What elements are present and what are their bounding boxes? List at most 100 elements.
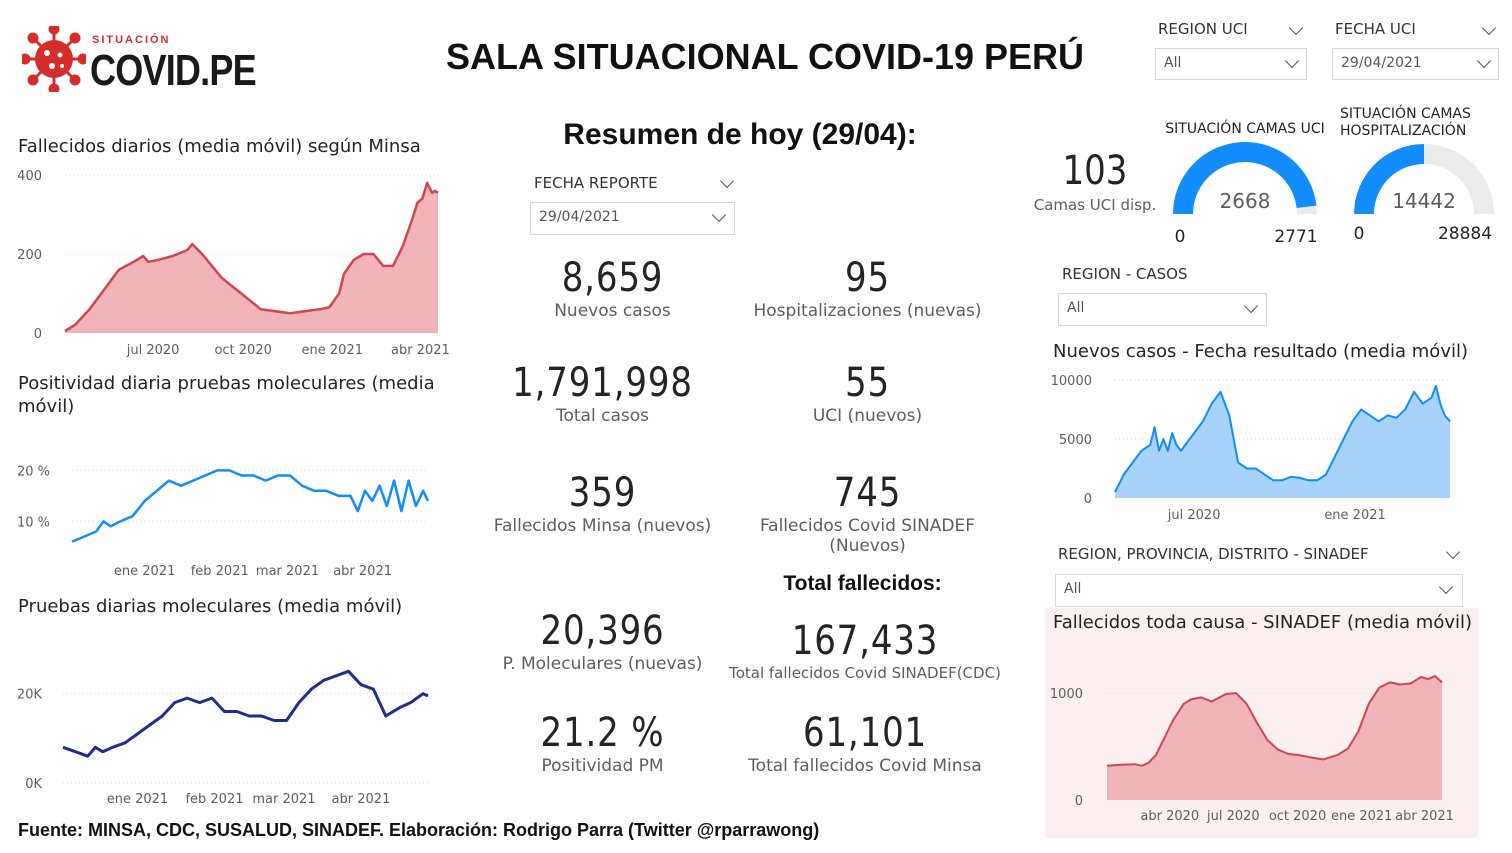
positivity-chart[interactable]: 20 % 10 % ene 2021 feb 2021 mar 2021 abr 2021 bbox=[0, 445, 460, 580]
tests-chart-title: Pruebas diarias moleculares (media móvil… bbox=[18, 596, 403, 617]
kpi-label: Total fallecidos Covid SINADEF(CDC) bbox=[729, 664, 1001, 682]
gauge-min-label: 0 bbox=[1175, 227, 1186, 247]
y-tick-label: 400 bbox=[17, 169, 42, 184]
kpi-label: Nuevos casos bbox=[554, 301, 671, 321]
kpi-card: 1,791,998 Total casos bbox=[490, 360, 715, 426]
chevron-down-icon bbox=[1438, 579, 1454, 595]
kpi-value: 8,659 bbox=[561, 255, 664, 301]
y-tick-label: 20K bbox=[17, 688, 43, 703]
x-tick-label: oct 2020 bbox=[1269, 809, 1326, 824]
series-line bbox=[1106, 675, 1443, 767]
region-sinadef-dropdown[interactable]: All bbox=[1055, 574, 1463, 607]
kpi-card: 359 Fallecidos Minsa (nuevos) bbox=[490, 470, 715, 536]
fecha-reporte-dropdown[interactable]: 29/04/2021 bbox=[530, 202, 735, 235]
kpi-card: 8,659 Nuevos casos bbox=[505, 255, 720, 321]
y-tick-label: 10 % bbox=[17, 515, 50, 530]
gauge-min-label: 0 bbox=[1354, 224, 1365, 244]
x-tick-label: ene 2021 bbox=[302, 343, 363, 358]
uci-available-label: Camas UCI disp. bbox=[1033, 196, 1157, 214]
kpi-card: 95 Hospitalizaciones (nuevas) bbox=[740, 255, 995, 321]
x-tick-label: ene 2021 bbox=[1331, 809, 1392, 824]
kpi-card: 745 Fallecidos Covid SINADEF (Nuevos) bbox=[725, 470, 1010, 556]
series-line bbox=[64, 181, 439, 333]
footer-source: Fuente: MINSA, CDC, SUSALUD, SINADEF. El… bbox=[18, 820, 820, 840]
fecha-reporte-slicer[interactable]: FECHA REPORTE 29/04/2021 bbox=[530, 170, 740, 236]
kpi-value: 55 bbox=[845, 360, 890, 406]
kpi-label: Hospitalizaciones (nuevas) bbox=[753, 301, 982, 321]
x-tick-label: abr 2021 bbox=[332, 792, 391, 807]
gauge-hosp-title-line2: HOSPITALIZACIÓN bbox=[1340, 123, 1467, 139]
y-tick-label: 10000 bbox=[1051, 374, 1092, 389]
kpi-value: 20,396 bbox=[540, 608, 665, 654]
x-tick-label: ene 2021 bbox=[114, 564, 175, 579]
slicer-label: REGION, PROVINCIA, DISTRITO - SINADEF bbox=[1058, 545, 1369, 563]
kpi-label: Total casos bbox=[556, 406, 649, 426]
chevron-down-icon bbox=[1284, 53, 1300, 69]
fecha-uci-dropdown[interactable]: 29/04/2021 bbox=[1332, 48, 1499, 80]
slicer-label: REGION - CASOS bbox=[1062, 265, 1188, 283]
series-area bbox=[1107, 676, 1442, 800]
x-tick-label: feb 2021 bbox=[191, 564, 249, 579]
dropdown-value: All bbox=[1164, 55, 1182, 71]
sinadef-chart[interactable]: 1000 0 abr 2020 jul 2020 oct 2020 ene 2021 abr… bbox=[1045, 640, 1478, 835]
page-title: SALA SITUACIONAL COVID-19 PERÚ bbox=[445, 36, 1085, 77]
y-tick-label: 0K bbox=[25, 777, 42, 792]
y-tick-label: 0 bbox=[34, 327, 42, 342]
sinadef-chart-title: Fallecidos toda causa - SINADEF (media m… bbox=[1053, 612, 1473, 633]
region-uci-slicer[interactable]: REGION UCI All bbox=[1155, 18, 1310, 83]
chevron-down-icon[interactable] bbox=[1288, 20, 1304, 36]
x-tick-label: mar 2021 bbox=[256, 564, 319, 579]
dropdown-value: All bbox=[1064, 581, 1082, 597]
kpi-value: 1,791,998 bbox=[512, 360, 693, 406]
kpi-label: Positividad PM bbox=[541, 756, 664, 776]
gauge-uci[interactable]: 2668 0 2771 bbox=[1160, 140, 1335, 250]
kpi-card: 55 UCI (nuevos) bbox=[740, 360, 995, 426]
region-casos-slicer[interactable]: REGION - CASOS All bbox=[1058, 263, 1270, 327]
chevron-down-icon[interactable] bbox=[719, 173, 735, 189]
kpi-value: 359 bbox=[568, 470, 637, 516]
dropdown-value: 29/04/2021 bbox=[539, 209, 620, 225]
region-uci-dropdown[interactable]: All bbox=[1155, 48, 1307, 80]
gauge-fill bbox=[1354, 144, 1424, 214]
kpi-value: 61,101 bbox=[802, 710, 928, 756]
gauge-uci-title: SITUACIÓN CAMAS UCI bbox=[1165, 121, 1325, 137]
brand-small-text: SITUACIÓN bbox=[92, 34, 171, 46]
x-tick-label: ene 2021 bbox=[1324, 508, 1385, 523]
gauge-max-label: 2771 bbox=[1274, 227, 1317, 247]
series-line bbox=[1114, 384, 1451, 493]
kpi-card: 167,433 Total fallecidos Covid SINADEF(CD… bbox=[725, 618, 1005, 682]
virus-icon bbox=[22, 26, 86, 92]
total-deaths-title: Total fallecidos: bbox=[783, 572, 942, 595]
y-tick-label: 5000 bbox=[1059, 433, 1092, 448]
x-tick-label: ene 2021 bbox=[107, 792, 168, 807]
gauge-value-label: 2668 bbox=[1220, 189, 1271, 213]
gauge-hospitalization[interactable]: 14442 0 28884 bbox=[1340, 140, 1500, 250]
x-tick-label: abr 2020 bbox=[1140, 809, 1199, 824]
kpi-label: P. Moleculares (nuevas) bbox=[502, 654, 703, 674]
series-area bbox=[65, 182, 438, 333]
region-sinadef-slicer[interactable]: REGION, PROVINCIA, DISTRITO - SINADEF Al… bbox=[1055, 543, 1470, 607]
x-tick-label: jul 2020 bbox=[1206, 809, 1260, 824]
region-casos-dropdown[interactable]: All bbox=[1058, 293, 1267, 326]
cases-chart-title: Nuevos casos - Fecha resultado (media mó… bbox=[1053, 341, 1468, 362]
kpi-value: 745 bbox=[833, 470, 902, 516]
deaths-chart-title: Fallecidos diarios (media móvil) según M… bbox=[18, 136, 421, 157]
series-line bbox=[71, 469, 430, 543]
x-tick-label: oct 2020 bbox=[214, 343, 271, 358]
kpi-card: 20,396 P. Moleculares (nuevas) bbox=[490, 608, 715, 674]
kpi-card: 21.2 % Positividad PM bbox=[490, 710, 715, 776]
uci-available-card: 103 Camas UCI disp. bbox=[1030, 148, 1160, 214]
chevron-down-icon[interactable] bbox=[1481, 20, 1497, 36]
series-line bbox=[62, 669, 429, 758]
cases-chart[interactable]: 10000 5000 0 jul 2020 ene 2021 bbox=[1040, 368, 1480, 528]
kpi-value: 95 bbox=[845, 255, 890, 301]
tests-chart[interactable]: 20K 0K ene 2021 feb 2021 mar 2021 abr 2021 bbox=[0, 645, 460, 810]
deaths-chart[interactable]: 400 200 0 jul 2020 oct 2020 ene 2021 abr 2021 bbox=[0, 160, 460, 360]
y-tick-label: 0 bbox=[1084, 492, 1092, 507]
kpi-value: 21.2 % bbox=[540, 710, 665, 756]
dropdown-value: 29/04/2021 bbox=[1341, 55, 1422, 71]
slicer-label: FECHA UCI bbox=[1335, 20, 1416, 38]
positivity-chart-title: Positividad diaria pruebas moleculares (… bbox=[18, 373, 435, 417]
chevron-down-icon[interactable] bbox=[1445, 544, 1461, 560]
fecha-uci-slicer[interactable]: FECHA UCI 29/04/2021 bbox=[1332, 18, 1500, 83]
